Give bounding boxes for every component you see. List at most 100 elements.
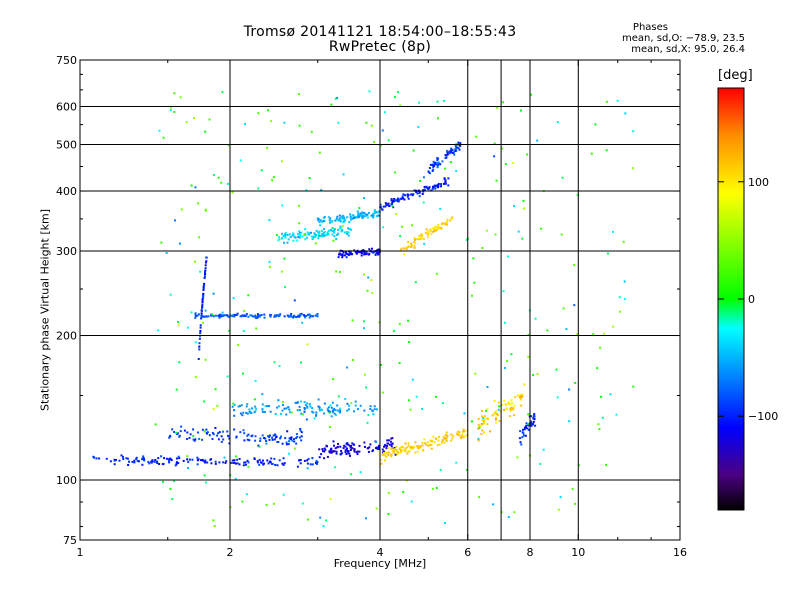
data-point bbox=[249, 411, 252, 414]
data-point bbox=[298, 436, 301, 439]
data-point bbox=[346, 366, 349, 369]
data-point bbox=[182, 459, 185, 462]
data-point bbox=[363, 252, 366, 254]
data-point bbox=[95, 457, 98, 460]
data-point bbox=[156, 460, 159, 463]
data-point bbox=[300, 412, 303, 415]
data-point bbox=[229, 461, 232, 464]
data-point bbox=[530, 424, 533, 427]
data-point bbox=[483, 419, 486, 422]
data-point bbox=[406, 195, 409, 198]
data-point bbox=[524, 434, 527, 437]
data-point bbox=[288, 440, 291, 443]
data-point bbox=[447, 184, 450, 187]
data-point bbox=[390, 203, 393, 206]
data-point bbox=[313, 232, 316, 235]
data-point bbox=[445, 431, 448, 434]
data-point bbox=[507, 516, 510, 519]
data-point bbox=[525, 422, 528, 425]
data-point bbox=[202, 289, 205, 291]
data-point bbox=[341, 256, 344, 259]
data-point bbox=[366, 421, 369, 424]
data-point bbox=[231, 405, 234, 408]
data-point bbox=[497, 401, 500, 404]
data-point bbox=[432, 164, 435, 167]
data-point bbox=[225, 460, 228, 463]
data-point bbox=[432, 230, 435, 233]
data-point bbox=[463, 430, 466, 433]
data-point bbox=[404, 447, 407, 450]
data-point bbox=[354, 216, 357, 219]
data-point bbox=[297, 315, 300, 318]
data-point bbox=[253, 458, 256, 460]
data-point bbox=[455, 170, 458, 172]
data-point bbox=[280, 412, 282, 415]
data-point bbox=[275, 234, 278, 237]
data-point bbox=[399, 446, 402, 449]
data-point bbox=[618, 310, 621, 313]
data-point bbox=[377, 253, 380, 256]
data-point bbox=[198, 345, 201, 348]
data-point bbox=[273, 314, 276, 317]
data-point bbox=[350, 402, 353, 405]
data-point bbox=[236, 462, 239, 465]
data-point bbox=[264, 410, 266, 413]
data-point bbox=[331, 409, 334, 412]
data-point bbox=[217, 432, 220, 435]
data-point bbox=[204, 130, 207, 133]
x-axis-label: Frequency [MHz] bbox=[333, 557, 427, 570]
data-point bbox=[221, 91, 224, 94]
data-point bbox=[267, 435, 270, 438]
data-point bbox=[202, 295, 205, 298]
data-point bbox=[254, 405, 257, 408]
data-point bbox=[151, 459, 154, 462]
data-point bbox=[349, 216, 352, 219]
data-point bbox=[390, 453, 393, 456]
data-point bbox=[306, 343, 309, 346]
data-point bbox=[496, 106, 499, 109]
data-point bbox=[323, 216, 326, 218]
data-point bbox=[590, 152, 593, 155]
data-point bbox=[491, 414, 494, 417]
data-point bbox=[386, 444, 388, 447]
data-point bbox=[322, 525, 325, 527]
data-point bbox=[160, 241, 163, 244]
data-point bbox=[495, 410, 497, 413]
x-tick-label: 2 bbox=[227, 546, 234, 559]
data-point bbox=[534, 424, 537, 427]
data-point bbox=[375, 408, 378, 411]
data-point bbox=[447, 177, 450, 180]
data-point bbox=[422, 444, 424, 447]
data-point bbox=[400, 247, 403, 250]
data-point bbox=[533, 415, 536, 418]
data-point bbox=[623, 280, 626, 283]
data-point bbox=[206, 431, 209, 434]
data-point bbox=[329, 404, 332, 407]
data-point bbox=[299, 233, 302, 236]
data-point bbox=[234, 314, 237, 317]
data-point bbox=[303, 408, 306, 411]
data-point bbox=[303, 410, 306, 413]
y-tick-label: 100 bbox=[56, 474, 77, 487]
data-point bbox=[315, 411, 318, 414]
data-point bbox=[527, 428, 530, 431]
data-point bbox=[135, 458, 138, 460]
data-point bbox=[440, 185, 442, 188]
data-point bbox=[440, 441, 443, 444]
data-point bbox=[506, 255, 509, 258]
data-point bbox=[306, 236, 309, 239]
data-point bbox=[314, 314, 317, 317]
data-point bbox=[605, 463, 608, 466]
data-point bbox=[415, 395, 418, 398]
data-point bbox=[253, 398, 256, 401]
data-point bbox=[331, 233, 334, 236]
data-point bbox=[328, 411, 331, 414]
data-point bbox=[431, 163, 434, 166]
data-point bbox=[487, 417, 489, 420]
data-point bbox=[432, 185, 434, 188]
data-point bbox=[457, 433, 459, 436]
data-point bbox=[173, 431, 176, 433]
data-point bbox=[408, 341, 411, 343]
data-point bbox=[557, 508, 560, 511]
data-point bbox=[281, 462, 284, 465]
